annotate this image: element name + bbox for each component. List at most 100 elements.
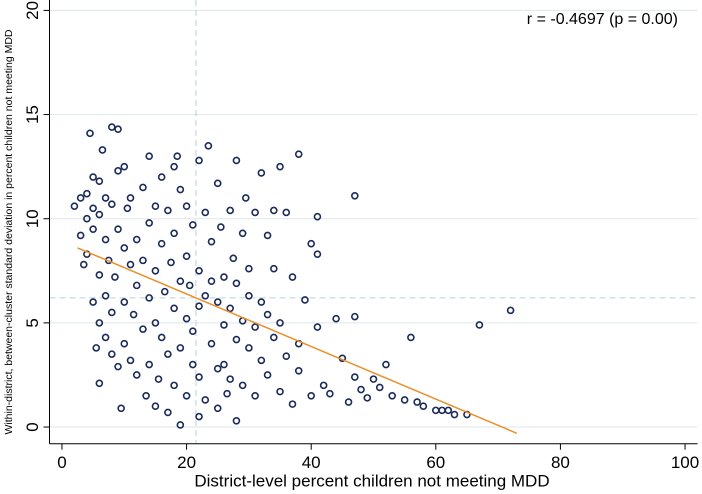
point — [201, 396, 210, 404]
point — [101, 194, 110, 202]
point — [438, 406, 446, 415]
point — [232, 279, 241, 288]
point — [213, 364, 222, 373]
point — [108, 200, 116, 208]
point — [176, 421, 185, 429]
point — [313, 212, 322, 221]
point — [282, 352, 291, 361]
point — [182, 391, 191, 400]
point — [294, 366, 303, 375]
point — [241, 194, 250, 202]
point — [89, 225, 97, 233]
point — [70, 202, 79, 211]
point — [132, 235, 141, 244]
point — [307, 239, 315, 248]
point — [351, 192, 359, 200]
point — [189, 327, 197, 336]
point — [238, 229, 247, 238]
point — [142, 391, 150, 400]
point — [223, 389, 231, 398]
point — [129, 310, 138, 319]
point — [151, 267, 160, 275]
point — [173, 152, 182, 161]
point — [351, 373, 359, 381]
point — [145, 360, 153, 369]
point — [120, 339, 129, 348]
x-tick-label: 20 — [177, 453, 196, 472]
point — [344, 398, 353, 406]
point — [220, 360, 228, 369]
point — [89, 298, 97, 306]
point — [195, 267, 203, 275]
point — [207, 237, 216, 246]
point — [101, 291, 110, 300]
point — [270, 333, 278, 342]
y-tick-label: 15 — [23, 105, 42, 124]
point — [145, 219, 153, 227]
point — [108, 123, 116, 131]
point — [126, 356, 135, 365]
x-tick-label: 40 — [302, 453, 321, 472]
point — [413, 398, 421, 406]
point — [257, 356, 266, 365]
point — [276, 162, 284, 171]
point — [226, 375, 234, 383]
point — [313, 323, 322, 331]
y-tick-label: 20 — [23, 1, 42, 20]
point — [182, 314, 191, 323]
point — [132, 281, 141, 290]
point — [226, 206, 234, 215]
point — [226, 304, 234, 313]
point — [139, 325, 147, 333]
point — [120, 162, 129, 171]
point — [189, 221, 197, 229]
y-tick-label: 0 — [23, 422, 42, 431]
point — [95, 177, 104, 186]
point — [95, 319, 104, 327]
point — [95, 379, 104, 388]
point — [114, 167, 122, 175]
point — [167, 258, 175, 267]
point — [207, 339, 216, 348]
point — [79, 260, 88, 269]
point — [251, 208, 259, 217]
point — [276, 319, 284, 327]
point — [164, 408, 172, 417]
point — [151, 202, 160, 211]
point — [444, 406, 453, 415]
point — [357, 385, 365, 394]
point — [217, 223, 225, 231]
point — [139, 183, 147, 192]
point — [276, 387, 284, 396]
point — [351, 312, 359, 321]
point — [157, 239, 166, 248]
point — [108, 308, 116, 317]
point — [238, 381, 247, 390]
point — [229, 254, 238, 263]
fit-line — [77, 247, 518, 434]
point — [263, 371, 272, 379]
point — [185, 281, 194, 290]
point — [419, 402, 428, 411]
point — [450, 410, 459, 419]
point — [170, 229, 178, 238]
point — [263, 231, 272, 240]
point — [201, 208, 210, 217]
point — [195, 156, 203, 165]
point — [245, 264, 253, 273]
point — [170, 162, 178, 171]
point — [257, 298, 266, 306]
point — [92, 344, 101, 352]
point — [288, 400, 297, 408]
point — [176, 277, 185, 286]
point — [189, 360, 197, 369]
x-axis-title: District-level percent children not meet… — [194, 471, 549, 490]
point — [257, 169, 266, 177]
point — [126, 194, 135, 202]
point — [117, 404, 125, 413]
point — [245, 344, 253, 352]
point — [195, 412, 203, 421]
point — [213, 404, 222, 413]
point — [282, 208, 291, 217]
